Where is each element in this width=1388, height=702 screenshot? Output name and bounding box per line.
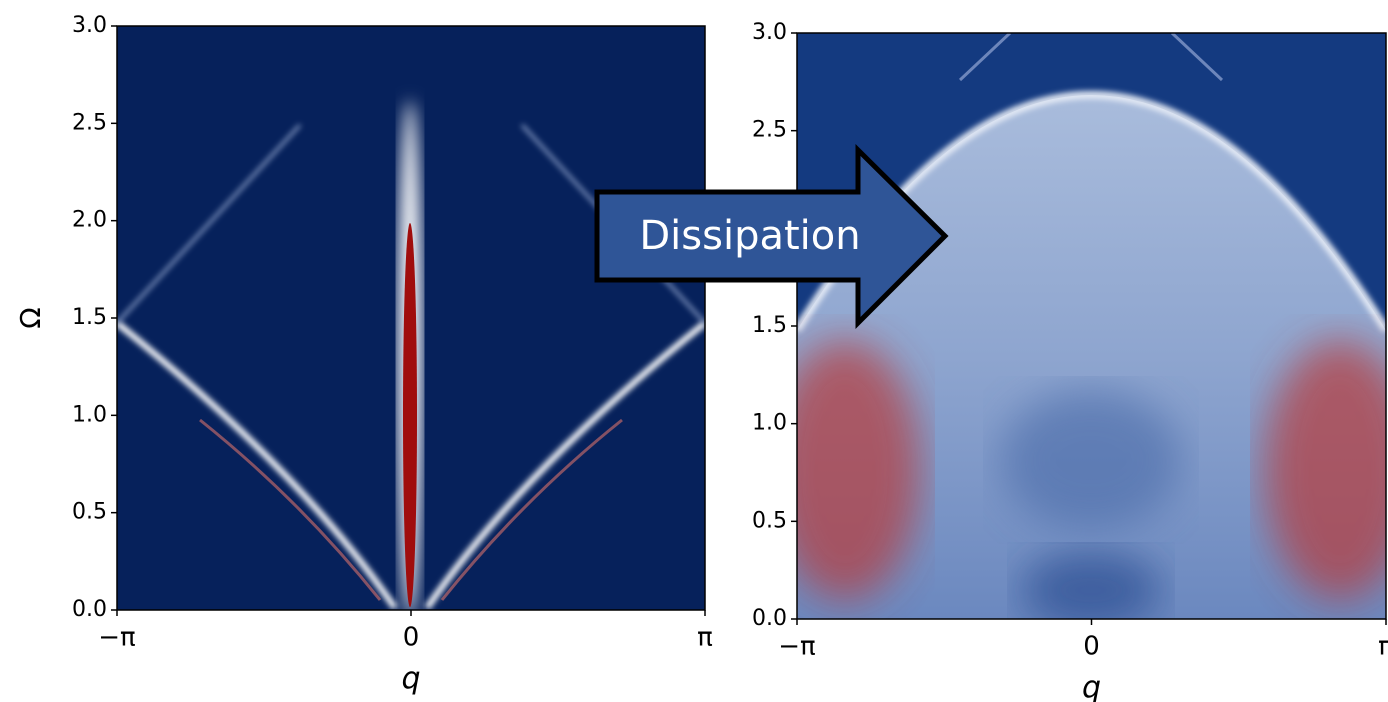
x-tick-label: −π — [98, 623, 135, 653]
heatmap-image — [797, 33, 1386, 619]
y-tick-label: 3.0 — [72, 13, 107, 38]
x-axis-label: q — [1082, 671, 1101, 702]
x-tick-label: π — [1378, 632, 1388, 662]
axes: 0.0 0.5 1.0 1.5 2.0 2.5 3.0 −π 0 π q Ω 0.0 0.5 1.0 1.5 2… — [14, 13, 1388, 702]
y-tick-label: 1.0 — [72, 402, 107, 427]
y-tick-label: 0.5 — [752, 508, 787, 533]
y-tick-label: 3.0 — [752, 20, 787, 45]
y-tick-label: 1.5 — [72, 305, 107, 330]
heatmap-image — [117, 26, 705, 610]
y-tick-label: 1.5 — [752, 313, 787, 338]
y-tick-label: 0.0 — [752, 606, 787, 631]
y-axis-label: Ω — [14, 307, 47, 328]
y-tick-label: 2.5 — [752, 118, 787, 143]
x-tick-label: 0 — [1083, 632, 1100, 662]
y-tick-label: 2.0 — [72, 208, 107, 233]
x-tick-label: −π — [778, 632, 815, 662]
y-tick-label: 1.0 — [752, 411, 787, 436]
x-tick-label: π — [697, 623, 713, 653]
x-axis-label: q — [401, 662, 420, 697]
y-tick-label: 2.5 — [72, 110, 107, 135]
y-tick-label: 0.5 — [72, 500, 107, 525]
annotation-text: Dissipation — [639, 213, 860, 259]
arrow-annotation: Dissipation — [594, 144, 949, 330]
y-tick-label: 0.0 — [72, 597, 107, 622]
x-tick-label: 0 — [403, 623, 420, 653]
